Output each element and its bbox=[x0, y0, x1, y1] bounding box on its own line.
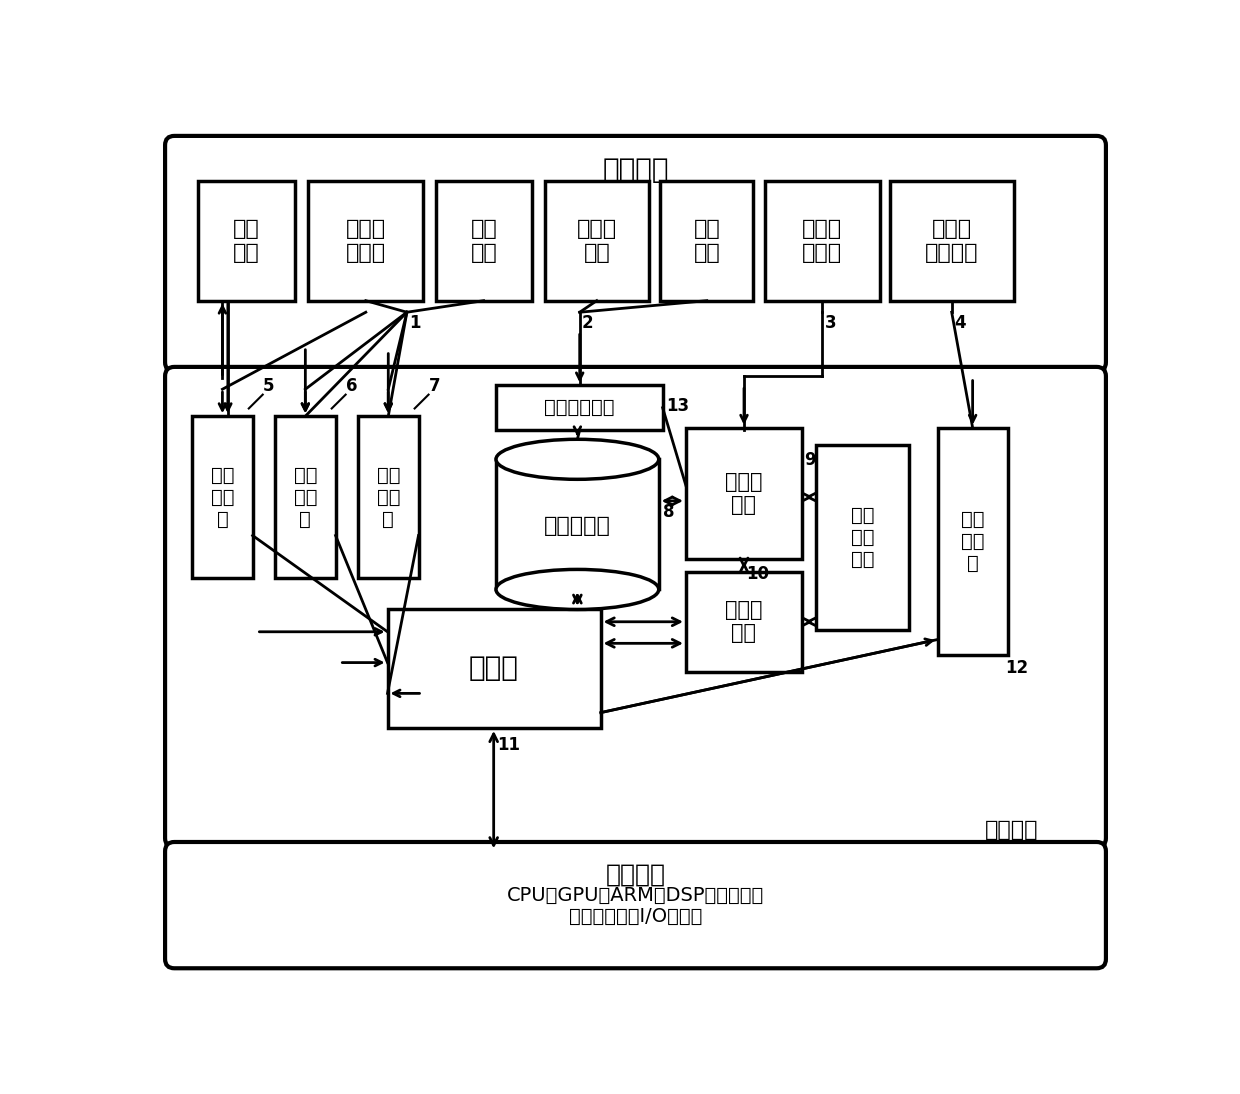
Bar bbox=[192, 416, 253, 578]
Text: CPU，GPU，ARM，DSP等计算单元: CPU，GPU，ARM，DSP等计算单元 bbox=[507, 886, 764, 906]
Bar bbox=[496, 385, 662, 430]
Text: 网络
模型
对象: 网络 模型 对象 bbox=[851, 507, 874, 569]
Bar bbox=[937, 428, 1007, 655]
Text: 参数数
据库: 参数数 据库 bbox=[577, 220, 618, 263]
FancyBboxPatch shape bbox=[165, 136, 1106, 372]
Text: 配置描
述模块: 配置描 述模块 bbox=[346, 220, 386, 263]
Bar bbox=[660, 182, 753, 301]
Ellipse shape bbox=[496, 440, 658, 479]
Text: 调度器: 调度器 bbox=[469, 654, 520, 683]
Text: 8: 8 bbox=[662, 503, 675, 521]
Bar bbox=[387, 608, 600, 728]
Text: 9: 9 bbox=[805, 451, 816, 469]
Bar bbox=[358, 416, 419, 578]
Bar bbox=[544, 182, 650, 301]
Text: 11: 11 bbox=[497, 736, 521, 754]
Text: 12: 12 bbox=[1006, 659, 1028, 677]
Bar bbox=[275, 416, 336, 578]
FancyBboxPatch shape bbox=[165, 842, 1106, 968]
Bar bbox=[765, 182, 879, 301]
Text: 数据管理器: 数据管理器 bbox=[544, 516, 611, 536]
Text: 硬件平台: 硬件平台 bbox=[605, 862, 666, 886]
Bar bbox=[890, 182, 1014, 301]
Text: 3: 3 bbox=[825, 314, 836, 331]
Bar bbox=[496, 479, 658, 590]
Text: 6: 6 bbox=[346, 376, 357, 395]
Text: 网络管
理器: 网络管 理器 bbox=[725, 601, 763, 643]
Bar bbox=[197, 182, 295, 301]
Bar bbox=[816, 445, 909, 630]
FancyBboxPatch shape bbox=[165, 366, 1106, 848]
Text: 运行监测模块: 运行监测模块 bbox=[544, 398, 615, 417]
Text: 1: 1 bbox=[409, 314, 420, 331]
Bar bbox=[686, 572, 802, 672]
Text: 配置
管理
器: 配置 管理 器 bbox=[294, 466, 317, 528]
Text: 规则
管理
器: 规则 管理 器 bbox=[961, 510, 985, 573]
Text: 内存，硬盘，I/O设备等: 内存，硬盘，I/O设备等 bbox=[569, 907, 702, 927]
Text: 2: 2 bbox=[582, 314, 594, 331]
Ellipse shape bbox=[496, 569, 658, 609]
Text: 运行环境: 运行环境 bbox=[985, 820, 1039, 840]
Text: 5: 5 bbox=[263, 376, 274, 395]
Text: 日志
管理
器: 日志 管理 器 bbox=[211, 466, 234, 528]
Text: 操作
管理
器: 操作 管理 器 bbox=[377, 466, 401, 528]
Bar bbox=[686, 428, 802, 559]
Text: 网络构
建器: 网络构 建器 bbox=[725, 472, 763, 515]
Text: 7: 7 bbox=[429, 376, 440, 395]
Text: 10: 10 bbox=[746, 565, 769, 583]
Text: 模型描
述模块: 模型描 述模块 bbox=[802, 220, 842, 263]
Bar bbox=[435, 182, 532, 301]
Text: 图形化
显示模块: 图形化 显示模块 bbox=[925, 220, 978, 263]
Text: 操作
程序: 操作 程序 bbox=[471, 220, 497, 263]
Text: 用户
输入: 用户 输入 bbox=[693, 220, 720, 263]
Bar bbox=[309, 182, 423, 301]
Text: 日志
文件: 日志 文件 bbox=[233, 220, 259, 263]
Text: 4: 4 bbox=[954, 314, 966, 331]
Text: 用户接口: 用户接口 bbox=[603, 155, 668, 184]
Text: 13: 13 bbox=[667, 397, 689, 415]
